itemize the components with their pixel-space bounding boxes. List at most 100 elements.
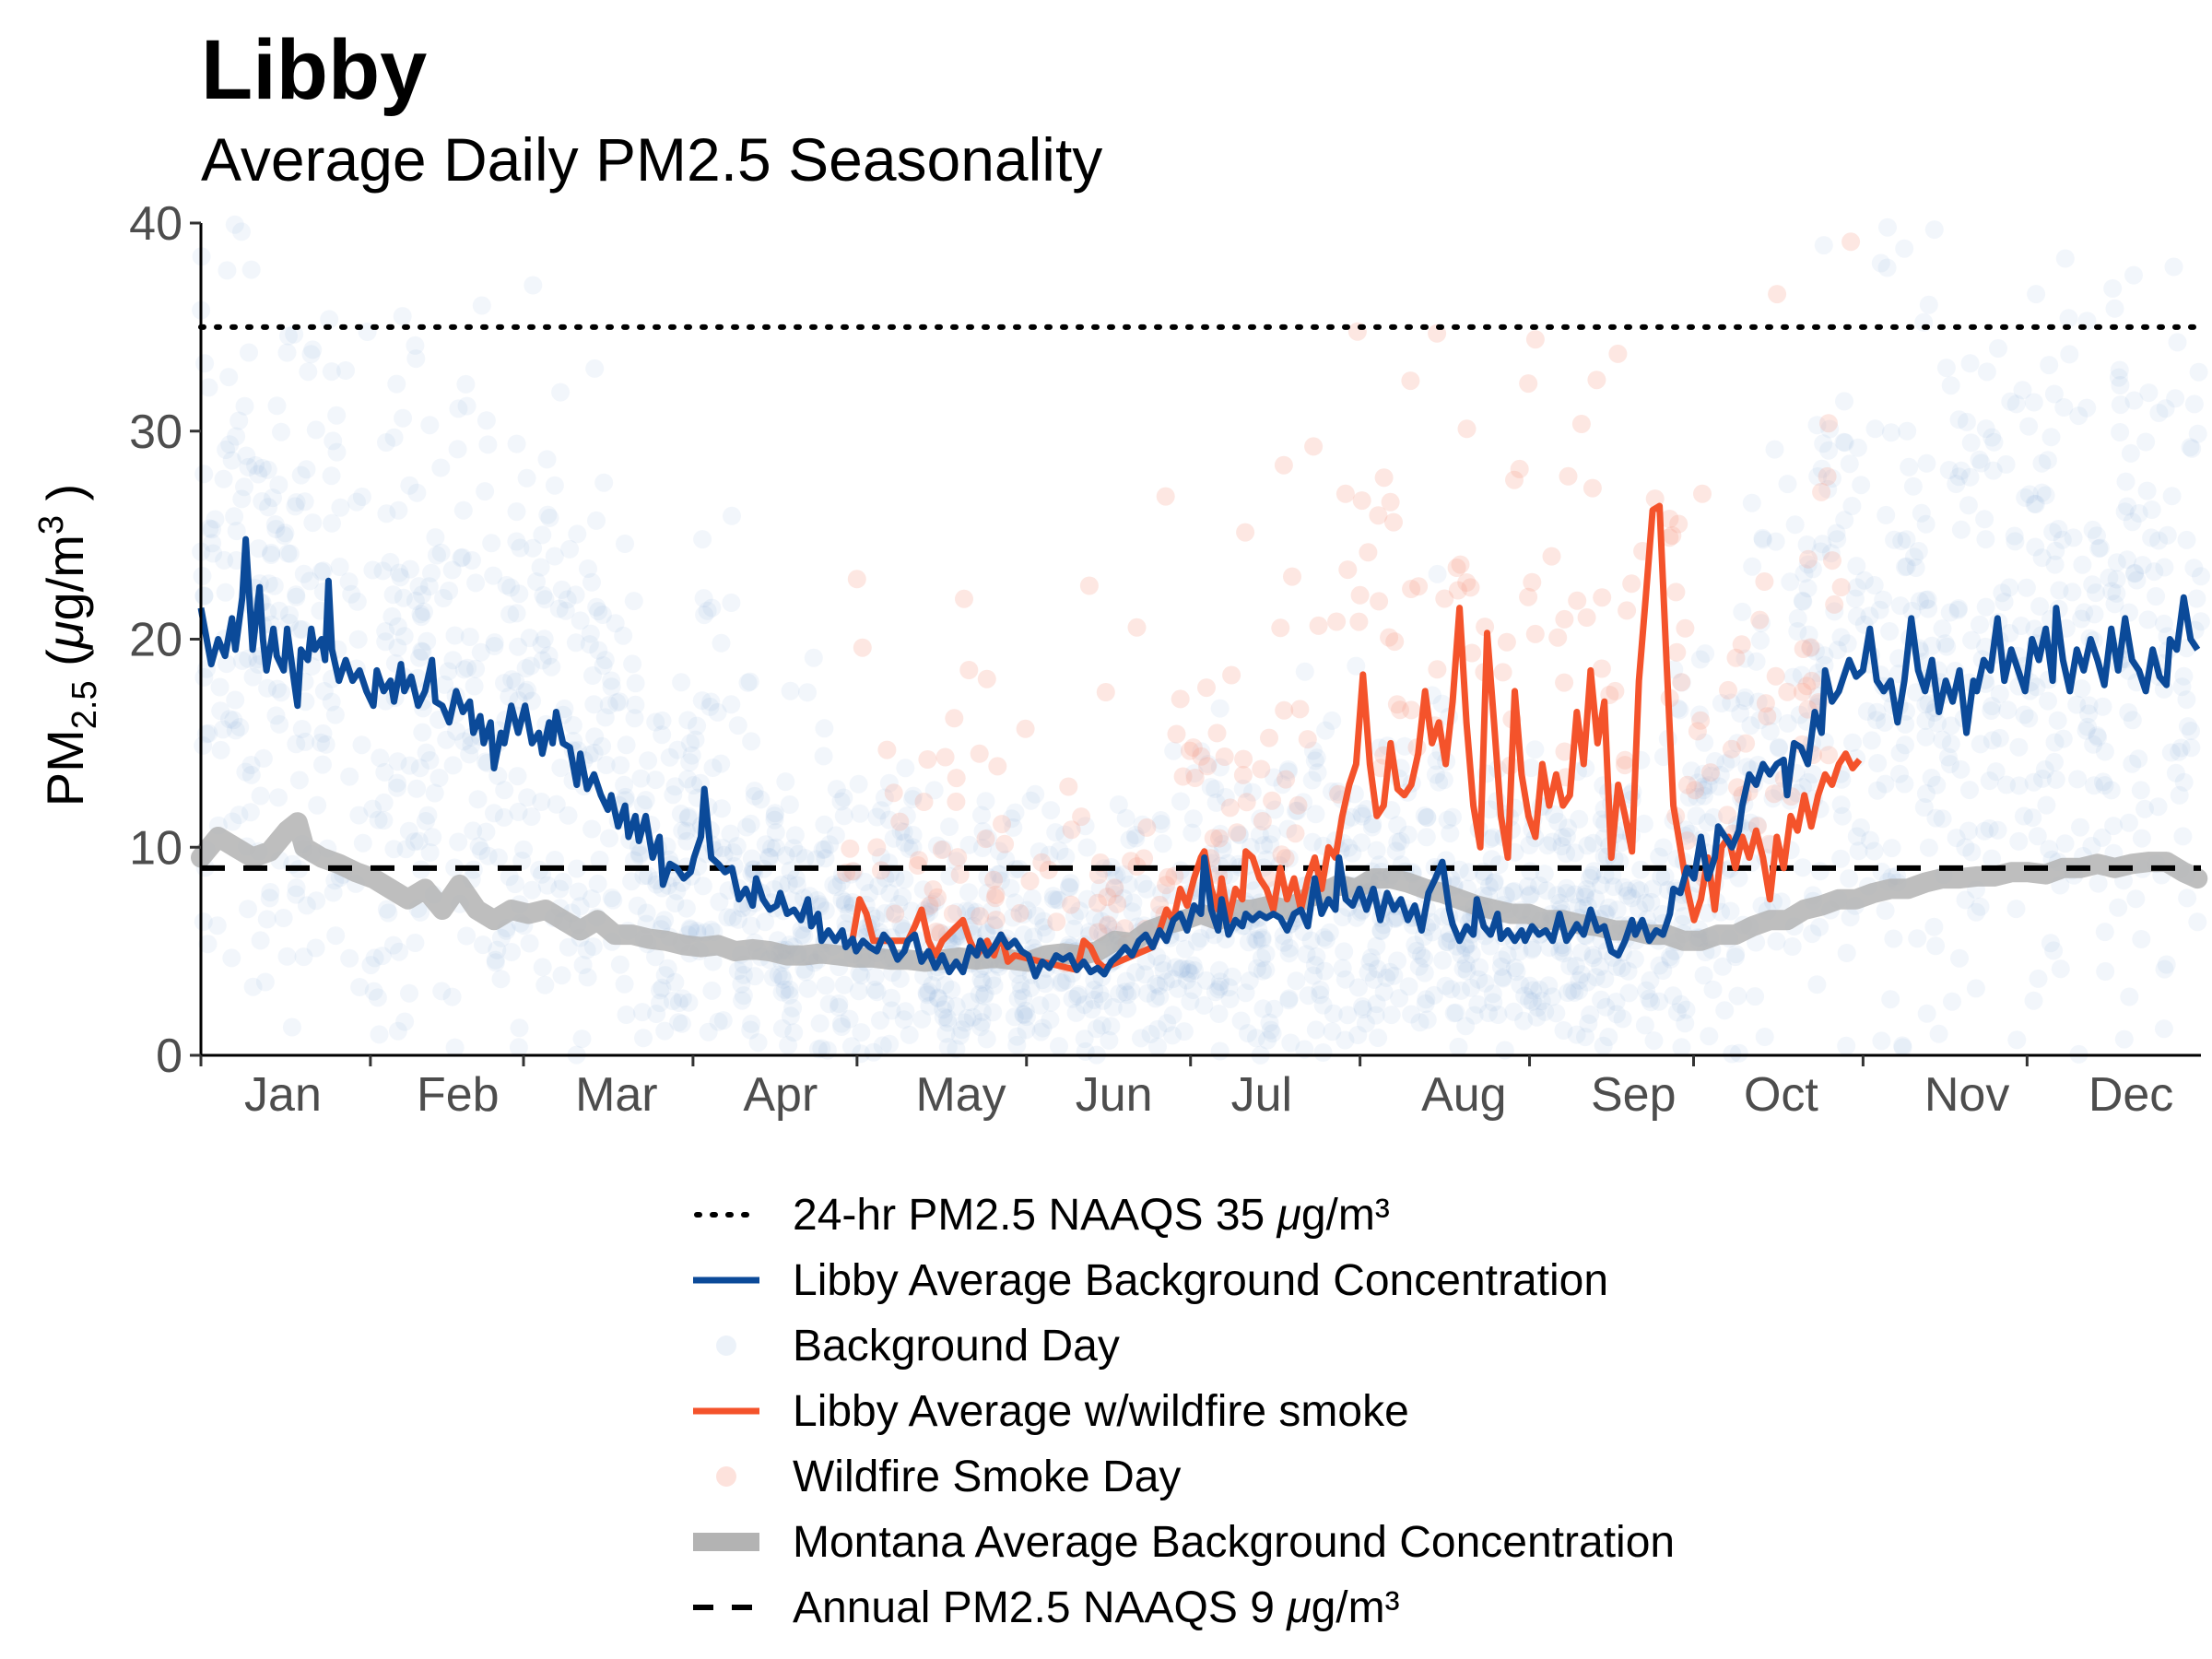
background-day-point	[382, 606, 402, 626]
wildfire-smoke-day-point	[1797, 677, 1817, 696]
wildfire-smoke-day-point	[932, 841, 951, 859]
background-day-point	[508, 767, 527, 786]
background-day-point	[798, 683, 817, 702]
background-day-point	[602, 677, 621, 697]
background-day-point	[938, 1013, 958, 1032]
background-day-point	[1960, 354, 1980, 373]
wildfire-smoke-day-point	[1587, 371, 1606, 390]
background-day-point	[2046, 541, 2065, 560]
background-day-point	[2101, 781, 2121, 800]
background-day-point	[1174, 1022, 1194, 1041]
background-day-point	[478, 435, 498, 454]
background-day-point	[1507, 962, 1526, 982]
background-day-point	[1177, 971, 1196, 990]
background-day-point	[1752, 896, 1771, 915]
background-day-point	[437, 730, 456, 749]
background-day-point	[984, 915, 1003, 935]
background-day-point	[1063, 989, 1082, 1008]
background-day-point	[199, 378, 218, 397]
wildfire-smoke-day-point	[1693, 484, 1712, 503]
x-tick-label: Sep	[1591, 1068, 1677, 1122]
background-day-point	[307, 891, 326, 911]
background-day-point	[634, 1029, 653, 1048]
background-day-point	[1258, 1030, 1277, 1050]
background-day-point	[1427, 751, 1446, 771]
background-day-point	[1896, 558, 1914, 577]
background-day-point	[1704, 807, 1724, 827]
background-day-point	[756, 835, 775, 854]
background-day-point	[1021, 979, 1041, 997]
background-day-point	[1426, 765, 1445, 784]
background-day-point	[1731, 704, 1750, 723]
background-day-point	[710, 892, 729, 912]
background-day-point	[1434, 771, 1453, 790]
background-day-point	[895, 870, 914, 889]
background-day-point	[1742, 493, 1761, 512]
background-day-point	[1797, 535, 1817, 554]
background-day-point	[306, 420, 325, 440]
background-day-point	[2111, 395, 2130, 415]
background-day-point	[1835, 511, 1854, 530]
background-day-point	[1456, 1017, 1476, 1036]
background-day-point	[616, 787, 635, 806]
background-day-point	[1885, 530, 1904, 549]
background-day-point	[660, 747, 679, 767]
background-day-point	[1875, 712, 1894, 732]
background-day-point	[2105, 594, 2124, 614]
wildfire-smoke-day-point	[1593, 588, 1612, 607]
background-day-point	[1583, 948, 1603, 968]
background-day-point	[2026, 495, 2045, 513]
background-day-point	[653, 711, 672, 730]
background-day-point	[1481, 830, 1500, 849]
background-day-point	[241, 765, 261, 784]
background-day-point	[680, 919, 700, 938]
wildfire-smoke-day-point	[1592, 659, 1611, 678]
background-day-point	[326, 926, 346, 946]
background-day-point	[1694, 786, 1713, 806]
x-tick-label: Jun	[1076, 1068, 1153, 1122]
background-day-point	[1803, 924, 1822, 944]
background-day-point	[1231, 1011, 1251, 1030]
x-tick-label: May	[915, 1068, 1006, 1122]
background-day-point	[895, 833, 914, 853]
background-day-point	[502, 670, 522, 689]
background-day-point	[2027, 677, 2046, 697]
background-day-point	[1034, 912, 1053, 931]
wildfire-smoke-day-point	[1663, 526, 1682, 545]
background-day-point	[796, 962, 816, 982]
background-day-point	[682, 746, 701, 765]
background-day-point	[1821, 544, 1841, 563]
background-day-point	[1398, 825, 1418, 844]
background-day-point	[294, 947, 313, 967]
background-day-point	[1347, 656, 1366, 676]
background-day-point	[1928, 713, 1947, 733]
background-day-point	[1910, 592, 1929, 611]
wildfire-smoke-day-point	[947, 792, 966, 811]
background-day-point	[1122, 982, 1141, 1001]
background-day-point	[1828, 530, 1847, 549]
background-day-point	[2079, 704, 2099, 724]
background-day-point	[1908, 929, 1927, 948]
wildfire-smoke-day-point	[1359, 543, 1378, 562]
background-day-point	[2189, 362, 2208, 382]
background-day-point	[1622, 888, 1641, 908]
background-day-point	[1415, 948, 1434, 968]
background-day-point	[1539, 976, 1559, 995]
background-day-point	[615, 775, 634, 794]
wildfire-smoke-day-point	[1622, 574, 1641, 594]
background-day-point	[2082, 837, 2101, 855]
background-day-point	[2149, 404, 2169, 422]
background-day-point	[2114, 1030, 2134, 1049]
background-day-point	[852, 966, 871, 985]
background-day-point	[1297, 945, 1316, 964]
background-day-point	[1183, 981, 1203, 999]
background-day-point	[655, 966, 675, 985]
background-day-point	[742, 1014, 761, 1033]
background-day-point	[466, 573, 486, 593]
background-day-point	[1565, 885, 1584, 904]
background-day-point	[599, 696, 618, 715]
background-day-point	[819, 994, 839, 1014]
background-day-point	[511, 538, 530, 558]
background-day-point	[287, 878, 306, 898]
background-day-point	[840, 1009, 859, 1029]
